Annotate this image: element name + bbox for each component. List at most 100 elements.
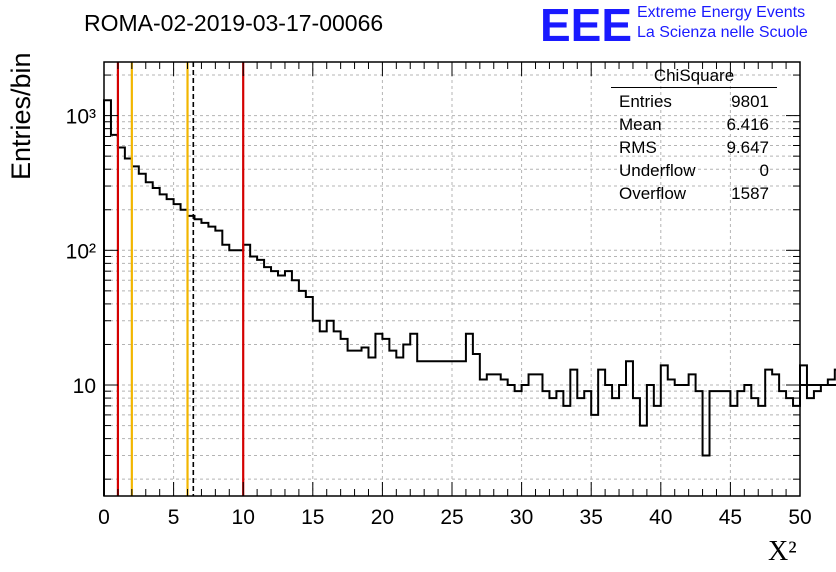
histogram-bin: [703, 455, 710, 496]
stats-row-overflow: Overflow 1587: [611, 182, 777, 205]
histogram-bin: [334, 331, 341, 496]
histogram-bin: [250, 256, 257, 496]
histogram-bin: [786, 398, 793, 496]
histogram-bin: [452, 361, 459, 496]
histogram-bin: [508, 385, 515, 496]
histogram-bin: [473, 354, 480, 496]
histogram-bin: [605, 385, 612, 496]
stats-row-rms: RMS 9.647: [611, 136, 777, 159]
histogram-bin: [814, 391, 821, 496]
histogram-bin: [368, 358, 375, 496]
chart-title: ROMA-02-2019-03-17-00066: [84, 10, 384, 36]
histogram-bin: [194, 219, 201, 496]
histogram-bin: [675, 385, 682, 496]
histogram-bin: [417, 361, 424, 496]
x-tick-label: 30: [510, 506, 533, 529]
x-tick-label: 45: [719, 506, 742, 529]
histogram-bin: [800, 365, 807, 496]
histogram-bin: [299, 291, 306, 496]
histogram-bin: [529, 374, 536, 496]
y-tick-label: 10²: [66, 240, 96, 263]
histogram-step-line: [103, 99, 836, 496]
histogram-bin: [222, 245, 229, 496]
histogram-bin: [793, 406, 800, 496]
histogram-bin: [556, 391, 563, 496]
histogram-bin: [396, 358, 403, 496]
x-tick-label: 35: [580, 506, 603, 529]
histogram-bin: [341, 339, 348, 496]
histogram-bin: [271, 271, 278, 496]
histogram-bin: [563, 406, 570, 496]
eee-logo: EEE: [540, 0, 633, 51]
stats-row-entries: Entries 9801: [611, 90, 777, 113]
x-tick-label: 50: [788, 506, 811, 529]
y-axis-label: Entries/bin: [6, 52, 36, 180]
histogram-bin: [654, 406, 661, 496]
histogram-bin: [765, 370, 772, 496]
histogram-bin: [167, 199, 174, 496]
histogram-bin: [494, 374, 501, 496]
stats-row-mean: Mean 6.416: [611, 113, 777, 136]
histogram-bin: [751, 398, 758, 496]
histogram-bin: [208, 227, 215, 496]
histogram-bin: [661, 365, 668, 496]
histogram-bin: [201, 223, 208, 496]
histogram-bin: [257, 260, 264, 496]
histogram-bin: [612, 398, 619, 496]
stats-value: 9.647: [726, 138, 769, 157]
histogram-bin: [633, 398, 640, 496]
histogram-bin: [619, 385, 626, 496]
x-tick-label: 10: [232, 506, 255, 529]
histogram-bin: [487, 374, 494, 496]
x-tick-label: 5: [168, 506, 180, 529]
histogram-bin: [515, 391, 522, 496]
histogram-bin: [362, 347, 369, 496]
histogram-bin: [403, 344, 410, 496]
histogram-bin: [327, 321, 334, 496]
x-tick-label: 0: [98, 506, 110, 529]
stats-value: 9801: [731, 92, 769, 111]
stats-label: Overflow: [619, 184, 687, 203]
x-axis-label: X²: [768, 536, 797, 567]
tagline-2: La Scienza nelle Scuole: [637, 24, 808, 41]
x-tick-label: 20: [371, 506, 394, 529]
y-tick-labels: 10 10² 10³: [66, 106, 96, 398]
histogram-bin: [320, 331, 327, 496]
histogram-bin: [174, 204, 181, 496]
stats-label: Entries: [619, 92, 672, 111]
histogram-bin: [549, 398, 556, 496]
histogram-bin: [160, 194, 167, 496]
histogram-bin: [355, 351, 362, 496]
histogram-bin: [424, 361, 431, 496]
histogram-bin: [640, 426, 647, 496]
histogram-bin: [577, 398, 584, 496]
grid-lines: [104, 62, 800, 496]
histogram-bin: [772, 374, 779, 496]
marker-lines: [116, 62, 245, 496]
histogram-bin: [779, 391, 786, 496]
histogram-bin: [821, 385, 828, 496]
histogram-bin: [278, 276, 285, 496]
histogram-bin: [730, 406, 737, 496]
histogram-bin: [744, 385, 751, 496]
histogram-bin: [431, 361, 438, 496]
histogram-bin: [104, 100, 111, 496]
histogram-bin: [716, 391, 723, 496]
histogram-bin: [146, 182, 153, 496]
histogram-bin: [229, 250, 236, 496]
tagline-1: Extreme Energy Events: [637, 4, 806, 21]
histogram-bin: [215, 231, 222, 496]
histogram-bin: [480, 379, 487, 496]
histogram-bin: [292, 280, 299, 496]
stats-label: Underflow: [619, 161, 696, 180]
x-tick-label: 25: [440, 506, 463, 529]
histogram-bin: [647, 385, 654, 496]
histogram-bin: [598, 370, 605, 496]
histogram-bin: [348, 351, 355, 496]
histogram-bin: [591, 415, 598, 496]
histogram-bin: [570, 370, 577, 496]
histogram-bin: [285, 271, 292, 496]
stats-value: 0: [759, 161, 769, 180]
x-tick-label: 40: [649, 506, 672, 529]
